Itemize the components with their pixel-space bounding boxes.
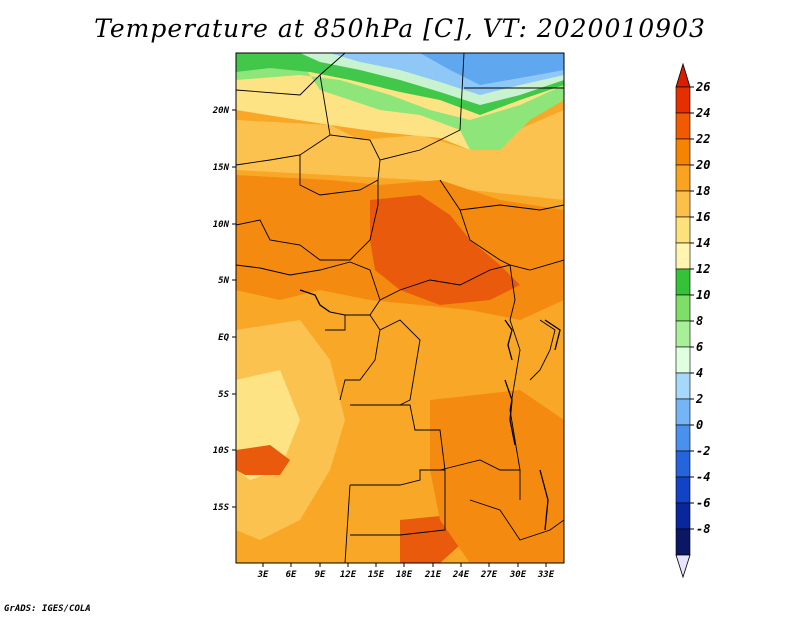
colorbar-swatch [675,294,691,322]
colorbar-label: 18 [696,184,710,198]
colorbar-label: -2 [696,444,710,458]
colorbar-label: 2 [695,392,703,406]
lat-tick-label: 5N [218,276,229,286]
lon-tick-label: 18E [396,570,413,580]
map-frame [235,52,565,564]
border-line [236,261,351,276]
colorbar-label: -4 [696,470,710,484]
colorbar-swatch [675,424,691,452]
lon-tick-label: 6E [286,570,297,580]
lake-albert [504,319,513,361]
colorbar-swatch [675,242,691,270]
field-west-orange [236,195,300,270]
field-angola-hot [236,445,290,475]
border-line [509,264,521,471]
border-line [469,499,564,541]
colorbar-label: 12 [696,262,710,276]
border-line [236,53,346,96]
border-line [379,319,421,406]
border-line [236,180,379,261]
border-line [529,319,556,381]
colorbar-label: -6 [696,496,710,510]
field-east-orange [430,390,564,563]
lon-tick-label: 33E [537,570,555,580]
lake-malawi [539,469,549,531]
lon-tick-label: 15E [368,570,385,580]
lat-tick-label: 15N [213,163,230,173]
colorbar-label: 8 [696,314,703,328]
colorbar-swatch [675,164,691,192]
border-line [344,484,351,563]
colorbar-under-arrow [675,554,691,579]
lat-tick-label: 10S [213,446,230,456]
colorbar-label: 24 [695,106,710,120]
colorbar-swatch [675,216,691,244]
lon-tick-label: 9E [315,570,326,580]
border-line [379,259,564,301]
longitude-axis: 3E 6E 9E 12E 15E 18E 21E 24E 27E 30E 33E [257,563,555,580]
colorbar-swatch [675,190,691,218]
border-line [350,470,446,536]
colorbar-swatch [675,528,691,556]
lake-tanganyika [504,379,516,446]
credit-text: GrADS: IGES/COLA [4,604,91,614]
latitude-axis: 20N 15N 10N 5N EQ 5S 10S 15S [212,106,236,513]
colorbar-label: 6 [696,340,703,354]
lon-tick-label: 30E [509,570,527,580]
colorbar-swatch [675,346,691,374]
colorbar-swatch [675,138,691,166]
colorbar-label: 16 [696,210,710,224]
border-line [379,53,465,161]
colorbar-label: 14 [696,236,710,250]
colorbar-label: 4 [696,366,703,380]
colorbar-swatch [675,320,691,348]
colorbar-swatch [675,372,691,400]
colorbar-swatch [675,450,691,478]
lat-tick-label: 5S [218,390,229,400]
lon-tick-label: 24E [452,570,470,580]
lon-tick-label: 12E [340,570,357,580]
colorbar-label: 20 [695,158,710,172]
lon-tick-label: 27E [480,570,498,580]
lon-tick-label: 21E [424,570,442,580]
border-line [299,155,379,196]
colorbar-swatch [675,268,691,296]
border-line [236,134,331,166]
colorbar-swatch [675,112,691,140]
colorbar-swatch [675,398,691,426]
border-line [325,315,346,331]
border-line [439,459,521,500]
colorbar-swatch [675,476,691,504]
lake-victoria [544,319,561,351]
field-north-deepblue [420,53,564,85]
colorbar-label: 10 [696,288,710,302]
colorbar-label: 26 [695,80,710,94]
chart-title: Temperature at 850hPa [C], VT: 202001090… [94,14,706,43]
lat-tick-label: 20N [212,106,230,116]
coastline [299,289,331,313]
border-line [319,74,381,181]
border-line [459,204,564,211]
lat-tick-label: 10N [213,220,230,230]
colorbar-swatch [675,86,691,114]
temperature-field [236,53,564,563]
country-borders [236,53,564,563]
border-line [329,261,381,316]
lat-tick-label: 15S [213,503,230,513]
colorbar-swatch [675,502,691,530]
colorbar-label: 22 [695,132,710,146]
colorbar-label: -8 [696,522,710,536]
colorbar-label: 0 [696,418,703,432]
lat-tick-label: EQ [218,333,229,343]
border-line [339,314,381,401]
border-line [439,179,511,266]
colorbar-over-arrow [675,62,691,88]
field-car-hot [370,195,520,305]
lon-tick-label: 3E [257,570,269,580]
field-north-lightgreen [236,60,564,150]
